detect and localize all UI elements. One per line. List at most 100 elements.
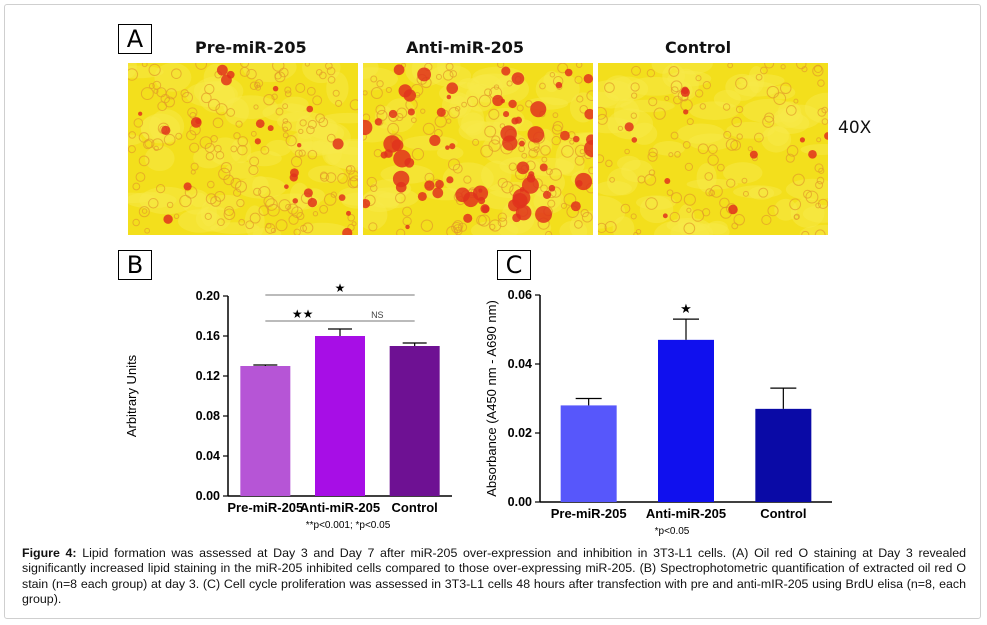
- lipid-droplet: [480, 144, 493, 158]
- micrograph-highlight: [692, 223, 730, 235]
- lipid-droplet: [508, 162, 518, 171]
- stained-lipid: [570, 201, 581, 212]
- lipid-droplet: [779, 82, 792, 95]
- lipid-droplet: [165, 88, 178, 100]
- x-tick-label: Pre-miR-205: [551, 506, 627, 521]
- stained-lipid: [514, 116, 523, 124]
- stained-lipid: [463, 213, 473, 223]
- lipid-droplet: [164, 96, 175, 108]
- stained-lipid: [564, 68, 573, 77]
- lipid-droplet: [233, 132, 241, 140]
- lipid-droplet: [258, 205, 270, 216]
- lipid-droplet: [312, 211, 319, 217]
- lipid-droplet: [296, 212, 305, 221]
- lipid-droplet: [215, 103, 228, 116]
- lipid-droplet: [785, 153, 795, 163]
- lipid-droplet: [497, 177, 508, 189]
- lipid-droplet: [686, 118, 694, 126]
- lipid-droplet: [385, 86, 392, 94]
- micrograph-pre-mir-205: [128, 63, 358, 235]
- lipid-droplet: [484, 125, 497, 138]
- lipid-droplet: [260, 145, 270, 155]
- stained-lipid: [383, 135, 401, 153]
- micrograph-control: [598, 63, 828, 235]
- lipid-droplet: [307, 149, 318, 160]
- lipid-droplet: [306, 86, 316, 96]
- lipid-droplet: [574, 219, 583, 229]
- micrograph-highlight: [686, 178, 738, 190]
- lipid-droplet: [735, 105, 744, 114]
- lipid-droplet: [370, 87, 383, 100]
- lipid-droplet: [298, 128, 304, 135]
- lipid-droplet: [410, 117, 417, 123]
- lipid-droplet: [195, 63, 208, 70]
- y-tick-label: 0.12: [196, 369, 220, 383]
- lipid-droplet: [646, 68, 656, 78]
- stained-lipid: [190, 117, 202, 128]
- lipid-droplet: [148, 63, 161, 76]
- lipid-droplet: [207, 98, 221, 111]
- lipid-droplet: [307, 119, 317, 129]
- stained-lipid: [138, 111, 143, 116]
- lipid-droplet: [133, 118, 144, 128]
- lipid-droplet: [735, 77, 748, 90]
- lipid-droplet: [299, 224, 308, 232]
- lipid-droplet: [758, 187, 769, 198]
- lipid-droplet: [576, 95, 584, 103]
- lipid-droplet: [762, 115, 775, 128]
- lipid-droplet: [760, 66, 768, 75]
- lipid-droplet: [189, 142, 200, 153]
- stained-lipid: [374, 118, 383, 126]
- lipid-droplet: [708, 189, 716, 197]
- stained-lipid: [728, 204, 738, 215]
- lipid-droplet: [249, 156, 260, 167]
- lipid-droplet: [630, 82, 640, 92]
- y-tick-label: 0.00: [508, 495, 532, 509]
- lipid-droplet: [664, 95, 670, 102]
- lipid-droplet: [236, 198, 245, 208]
- lipid-droplet: [282, 132, 289, 139]
- stained-lipid: [446, 176, 454, 184]
- lipid-droplet: [284, 86, 292, 94]
- lipid-droplet: [668, 65, 680, 77]
- y-tick-label: 0.02: [508, 426, 532, 440]
- stained-lipid: [503, 111, 510, 118]
- lipid-droplet: [210, 135, 218, 143]
- lipid-droplet: [635, 228, 642, 235]
- y-tick-label: 0.00: [196, 489, 220, 503]
- lipid-droplet: [580, 208, 589, 218]
- lipid-droplet: [264, 223, 276, 234]
- lipid-droplet: [375, 104, 386, 115]
- stained-lipid: [512, 192, 528, 209]
- footnote: **p<0.001; *p<0.05: [306, 520, 391, 531]
- lipid-droplet: [281, 121, 292, 132]
- lipid-droplet: [521, 152, 528, 159]
- lipid-droplet: [579, 148, 585, 155]
- lipid-droplet: [741, 177, 748, 184]
- stained-lipid: [463, 191, 479, 208]
- micrograph-highlight: [181, 189, 211, 215]
- lipid-droplet: [683, 193, 696, 206]
- lipid-droplet: [396, 228, 406, 235]
- micrograph-highlight: [620, 99, 675, 113]
- lipid-droplet: [731, 222, 739, 230]
- micrograph-highlight: [621, 159, 654, 183]
- micrograph-highlight: [612, 216, 635, 235]
- stained-lipid: [363, 119, 373, 136]
- lipid-droplet: [153, 88, 159, 94]
- stained-lipid: [424, 180, 435, 191]
- lipid-droplet: [645, 197, 658, 210]
- stained-lipid: [683, 109, 689, 115]
- stained-lipid: [799, 137, 805, 143]
- lipid-droplet: [285, 135, 297, 147]
- lipid-droplet: [755, 73, 763, 81]
- micrograph-highlight: [363, 187, 419, 209]
- lipid-droplet: [295, 82, 306, 93]
- stained-lipid: [508, 99, 517, 109]
- stained-lipid: [583, 74, 593, 84]
- lipid-droplet: [727, 63, 734, 69]
- stained-lipid: [267, 125, 274, 132]
- lipid-droplet: [237, 136, 248, 147]
- column-title-control: Control: [665, 38, 732, 57]
- column-title-anti: Anti-miR-205: [406, 38, 525, 57]
